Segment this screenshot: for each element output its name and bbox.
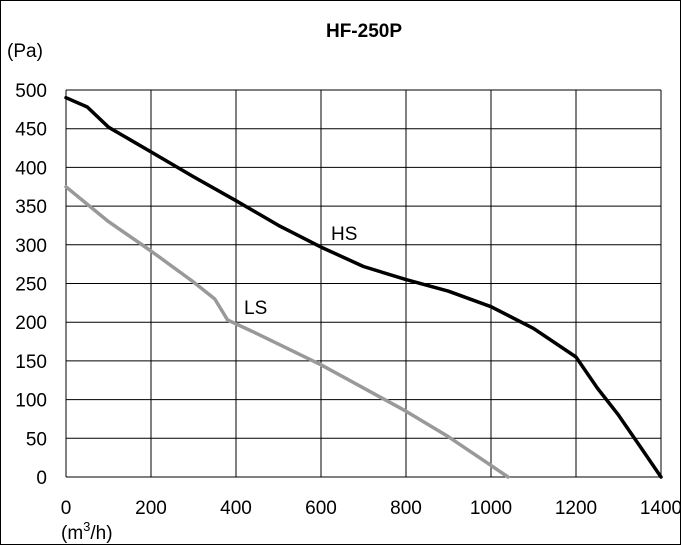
series-line-hs	[64, 95, 663, 479]
series-lines: HS LS	[64, 95, 663, 479]
y-tick-label: 300	[15, 236, 47, 257]
y-tick-label: 0	[36, 468, 47, 489]
chart-title: HF-250P	[326, 21, 402, 42]
y-axis-label: (Pa)	[7, 41, 43, 62]
y-tick-label: 350	[15, 197, 47, 218]
y-tick-label: 500	[15, 81, 47, 102]
x-tick-label: 1000	[470, 498, 512, 519]
grid	[65, 89, 662, 478]
x-axis-ticks: 0 200 400 600 800 1000 1200 1400	[61, 498, 681, 519]
x-axis-label: (m3/h)	[61, 519, 113, 544]
y-tick-label: 450	[15, 120, 47, 141]
y-tick-label: 100	[15, 391, 47, 412]
x-tick-label: 1200	[555, 498, 597, 519]
y-tick-label: 50	[26, 429, 47, 450]
x-tick-label: 0	[61, 498, 72, 519]
x-tick-label: 1400	[640, 498, 681, 519]
y-tick-label: 150	[15, 352, 47, 373]
x-tick-label: 800	[390, 498, 422, 519]
x-tick-label: 200	[135, 498, 167, 519]
y-tick-label: 250	[15, 275, 47, 296]
series-line-ls	[64, 185, 510, 479]
series-label-hs: HS	[331, 224, 357, 245]
y-tick-label: 200	[15, 313, 47, 334]
x-tick-label: 600	[305, 498, 337, 519]
y-tick-label: 400	[15, 158, 47, 179]
x-tick-label: 400	[220, 498, 252, 519]
series-label-ls: LS	[244, 298, 267, 319]
